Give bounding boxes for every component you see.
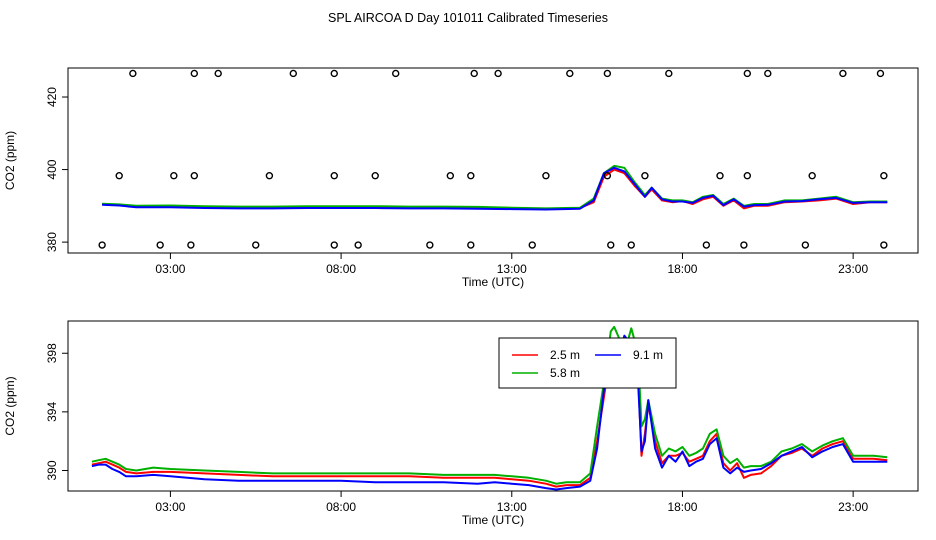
x-tick-label: 08:00 xyxy=(326,500,356,514)
marker-point xyxy=(98,241,106,249)
legend-label: 2.5 m xyxy=(550,348,580,362)
marker-point xyxy=(214,69,222,78)
marker-point xyxy=(665,69,673,78)
x-tick-label: 03:00 xyxy=(155,262,185,276)
bottom-panel: 03:00 08:00 13:00 18:00 23:00 390 394 398 Time (… xyxy=(3,320,919,527)
y-tick-label: 394 xyxy=(45,402,59,422)
x-tick-label: 03:00 xyxy=(155,500,185,514)
marker-point xyxy=(354,241,362,249)
marker-point xyxy=(330,172,338,180)
x-tick-label: 18:00 xyxy=(667,262,697,276)
marker-point xyxy=(470,69,478,78)
marker-point xyxy=(743,69,752,78)
series-line-5-8-m xyxy=(91,325,888,485)
marker-point xyxy=(603,172,612,180)
marker-point xyxy=(156,241,164,249)
marker-point xyxy=(876,69,885,78)
x-tick-label: 13:00 xyxy=(497,500,527,514)
x-tick-label: 23:00 xyxy=(838,262,868,276)
x-axis-label: Time (UTC) xyxy=(462,275,524,289)
y-tick-label: 400 xyxy=(45,159,59,179)
marker-point xyxy=(252,241,260,249)
marker-point xyxy=(542,172,550,180)
marker-point xyxy=(115,172,123,180)
y-tick-label: 390 xyxy=(45,460,59,480)
x-tick-label: 13:00 xyxy=(497,262,527,276)
marker-point xyxy=(170,172,178,180)
marker-point xyxy=(641,172,649,180)
marker-point xyxy=(716,172,724,180)
marker-point xyxy=(808,172,816,180)
marker-point xyxy=(566,69,574,78)
y-axis-label: CO2 (ppm) xyxy=(3,376,17,435)
y-tick-label: 380 xyxy=(45,232,59,252)
marker-point xyxy=(330,69,338,78)
marker-point xyxy=(426,241,434,249)
y-axis-label: CO2 (ppm) xyxy=(3,131,17,190)
series-line-9-1-m xyxy=(102,166,888,211)
marker-point xyxy=(528,241,536,249)
marker-point xyxy=(190,172,199,180)
x-axis-label: Time (UTC) xyxy=(462,513,524,527)
legend: 2.5 m 9.1 m 5.8 m xyxy=(498,337,677,389)
marker-point xyxy=(289,69,298,78)
y-tick-label: 420 xyxy=(45,87,59,107)
plot-frame xyxy=(67,320,919,492)
marker-point xyxy=(467,241,475,249)
marker-point xyxy=(494,69,502,78)
marker-point xyxy=(764,69,772,78)
plot-frame xyxy=(67,67,919,254)
marker-point xyxy=(265,172,274,180)
x-tick-label: 08:00 xyxy=(326,262,356,276)
y-tick-label: 398 xyxy=(45,343,59,363)
marker-point xyxy=(392,69,400,78)
panels: 03:00 08:00 13:00 18:00 23:00 380 400 420 Time (… xyxy=(3,67,919,527)
marker-point xyxy=(743,172,752,180)
series-line-5-8-m xyxy=(102,164,888,210)
marker-point xyxy=(740,241,748,249)
series-line-9-1-m xyxy=(91,334,888,491)
top-panel: 03:00 08:00 13:00 18:00 23:00 380 400 420 Time (… xyxy=(3,67,919,289)
x-tick-label: 23:00 xyxy=(838,500,868,514)
marker-point xyxy=(187,241,195,249)
marker-point xyxy=(880,241,888,249)
marker-point xyxy=(371,172,379,180)
figure-title: SPL AIRCOA D Day 101011 Calibrated Times… xyxy=(328,11,608,25)
legend-box xyxy=(498,337,677,389)
marker-point xyxy=(702,241,711,249)
marker-point xyxy=(627,241,635,249)
legend-label: 5.8 m xyxy=(550,366,580,380)
marker-point xyxy=(801,241,810,249)
marker-point xyxy=(880,172,888,180)
marker-point xyxy=(190,69,199,78)
marker-point xyxy=(446,172,455,180)
plot-area xyxy=(102,164,888,211)
marker-point xyxy=(129,69,137,78)
x-tick-label: 18:00 xyxy=(667,500,697,514)
plot-area xyxy=(91,325,888,491)
marker-point xyxy=(467,172,475,180)
marker-point xyxy=(607,241,615,249)
marker-point xyxy=(603,69,612,78)
marker-point xyxy=(839,69,847,78)
legend-label: 9.1 m xyxy=(633,348,663,362)
marker-point xyxy=(330,241,338,249)
